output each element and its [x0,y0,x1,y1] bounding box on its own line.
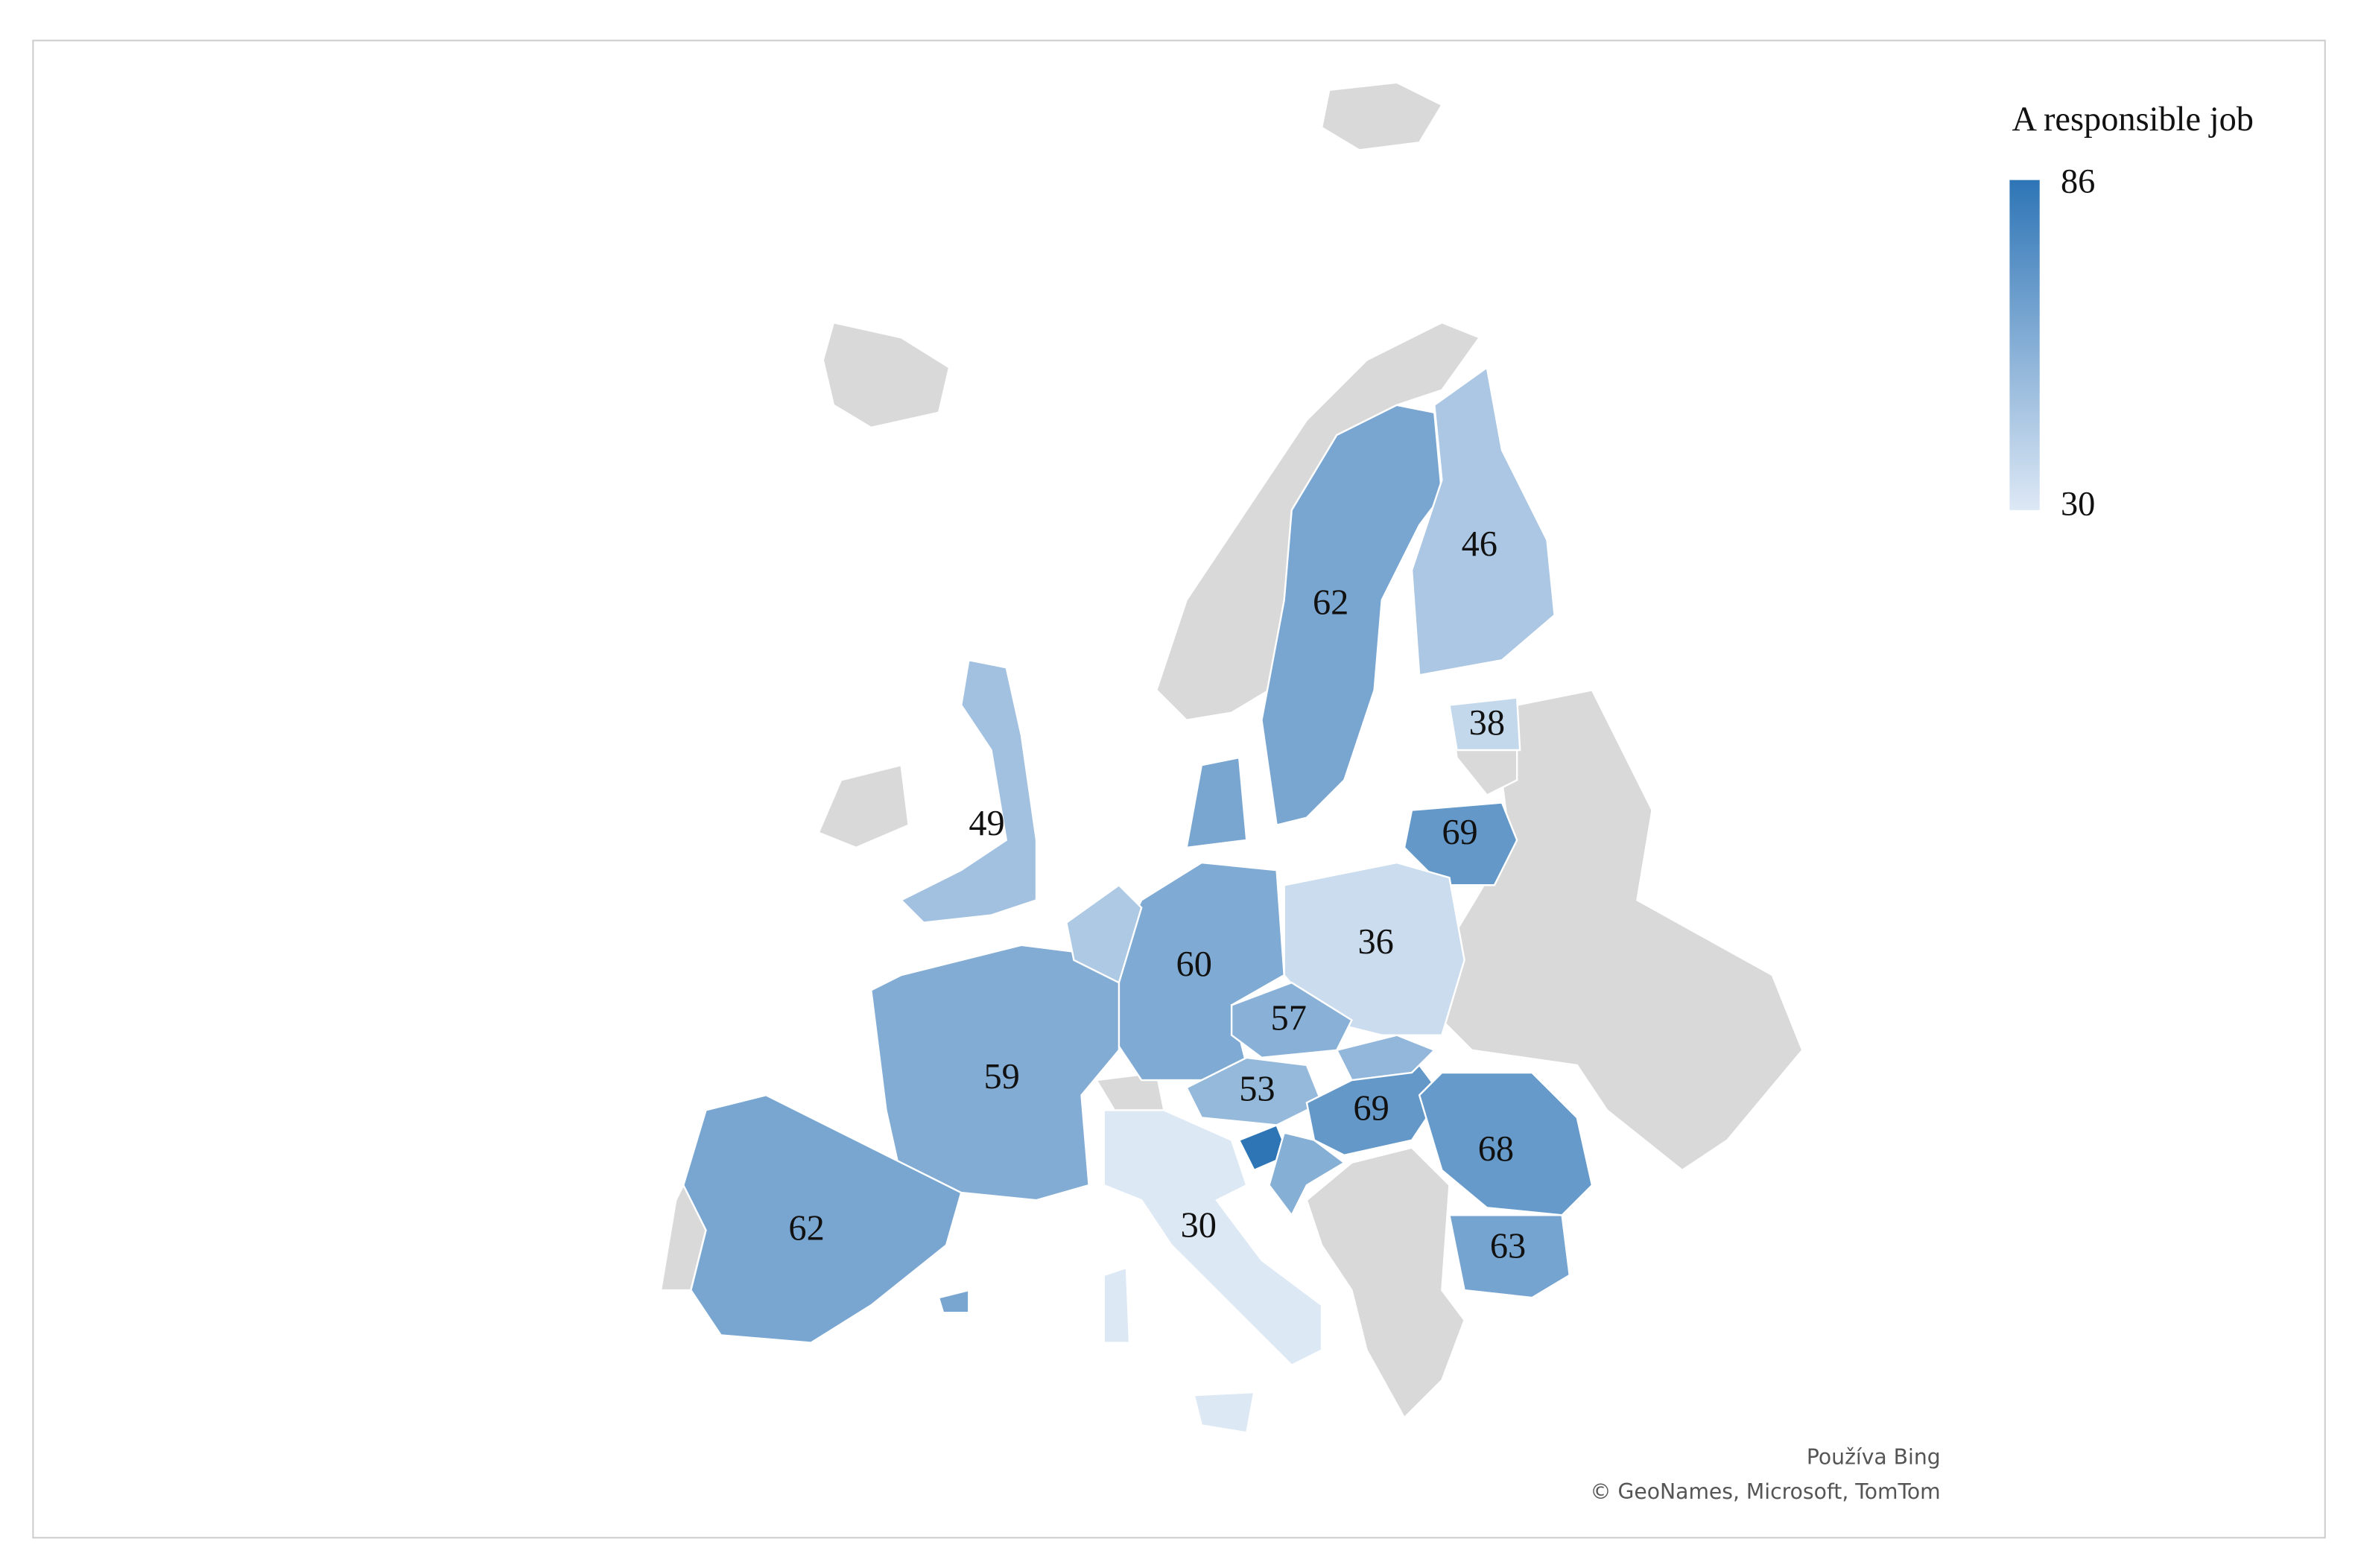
land [1320,81,1444,151]
value-label: 36 [1357,922,1393,962]
value-label: 59 [983,1057,1019,1096]
legend: A responsible job 86 30 [2009,101,2254,523]
value-label: 46 [1462,524,1497,564]
land [1155,321,1481,722]
value-label: 30 [1181,1206,1217,1245]
region [1410,366,1556,676]
land [822,321,951,429]
map-body: 62 46 38 69 49 36 60 57 59 53 69 68 63 6… [32,39,2326,1539]
legend-max: 86 [2061,162,2095,200]
attribution: © GeoNames, Microsoft, TomTom [1590,1479,1940,1504]
value-label: 53 [1239,1069,1275,1108]
region [1268,1131,1346,1217]
attribution: Používa Bing [1807,1445,1941,1470]
value-label: 69 [1353,1088,1389,1128]
value-label: 63 [1490,1227,1526,1266]
region [1065,883,1143,984]
value-label: 60 [1176,945,1212,984]
region [1335,1034,1436,1082]
value-label: 62 [788,1209,824,1248]
region [1103,1109,1323,1434]
legend-min: 30 [2061,485,2095,523]
value-label: 68 [1478,1129,1514,1169]
region [682,1094,970,1344]
value-labels: 62 46 38 69 49 36 60 57 59 53 69 68 63 6… [788,524,1526,1266]
region [1185,756,1248,849]
value-label: 62 [1313,583,1348,623]
no-data-land [659,81,1804,1420]
legend-title: A responsible job [2012,101,2253,139]
value-label: 57 [1271,999,1307,1038]
land [1305,1146,1465,1420]
color-scale [2009,180,2040,510]
region [1418,1071,1594,1216]
region [1403,802,1518,886]
region [899,658,1038,924]
region [1448,1214,1571,1299]
frame [32,39,2326,1539]
region [1448,696,1521,752]
value-label: 49 [969,804,1004,843]
value-label: 38 [1469,703,1505,743]
regions [682,366,1594,1434]
value-label: 69 [1442,813,1477,852]
land [817,764,910,849]
region [1261,404,1443,827]
